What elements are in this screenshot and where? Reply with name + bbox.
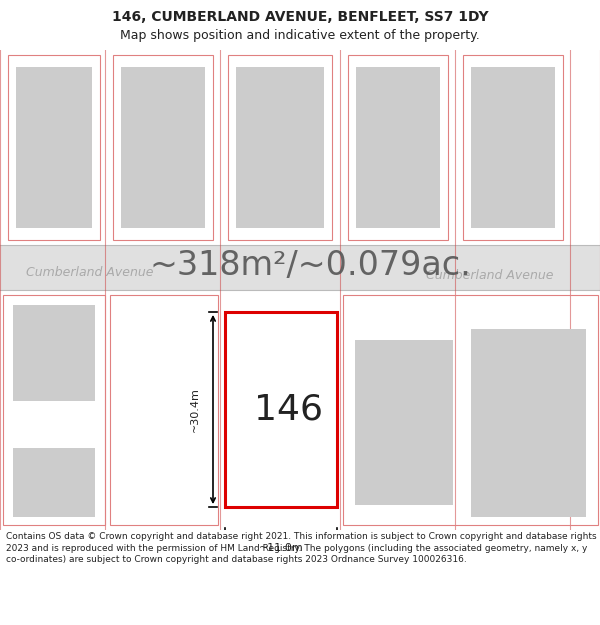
Bar [463,55,563,240]
Bar [0,245,600,290]
Bar [348,55,448,240]
Text: Cumberland Avenue: Cumberland Avenue [426,269,554,282]
Bar [13,448,95,517]
Bar [13,305,95,401]
Text: Cumberland Avenue: Cumberland Avenue [26,266,154,279]
Text: ~318m²/~0.079ac.: ~318m²/~0.079ac. [149,249,471,282]
Bar [225,312,337,507]
Bar [356,67,440,228]
Text: Map shows position and indicative extent of the property.: Map shows position and indicative extent… [120,29,480,42]
Bar [355,340,453,505]
Text: 146, CUMBERLAND AVENUE, BENFLEET, SS7 1DY: 146, CUMBERLAND AVENUE, BENFLEET, SS7 1D… [112,10,488,24]
Text: ~11.0m: ~11.0m [259,543,304,553]
Bar [228,55,332,240]
Bar [8,55,100,240]
Text: ~30.4m: ~30.4m [190,387,200,432]
Bar [471,67,555,228]
Bar [110,295,218,525]
Bar [113,55,213,240]
Bar [236,67,324,228]
Bar [3,295,105,525]
Bar [471,329,586,517]
Bar [343,295,598,525]
Bar [16,67,92,228]
Bar [121,67,205,228]
Text: Contains OS data © Crown copyright and database right 2021. This information is : Contains OS data © Crown copyright and d… [6,532,596,564]
Text: 146: 146 [254,392,323,426]
